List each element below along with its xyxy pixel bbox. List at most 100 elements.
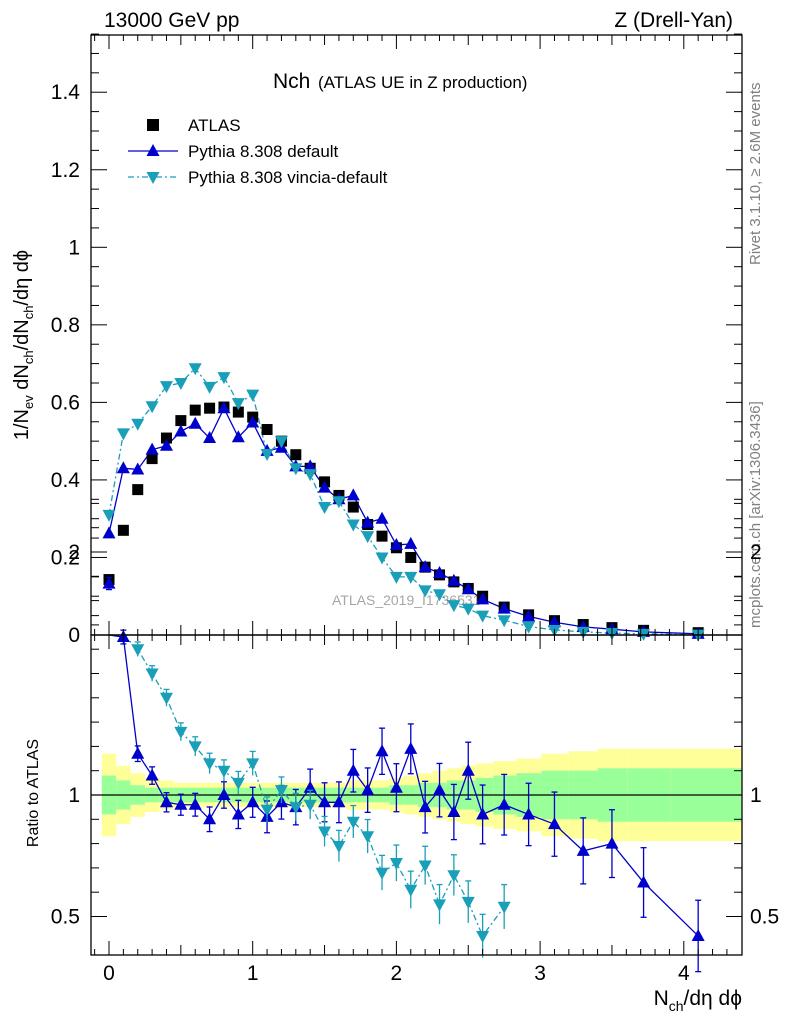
- legend-marker-vincia: [146, 172, 160, 184]
- data-point-vincia: [174, 377, 188, 390]
- ratio-y-tick-label: 1: [68, 784, 80, 807]
- ratio-point-default: [102, 576, 116, 589]
- data-point-vincia: [203, 381, 217, 394]
- data-point-default: [375, 511, 389, 524]
- data-point-vincia: [131, 418, 145, 431]
- ratio-point-vincia: [461, 896, 475, 909]
- chart-title-main: Nch: [273, 70, 310, 93]
- legend-marker-atlas: [147, 119, 159, 131]
- data-point-default: [217, 401, 231, 414]
- data-point-default: [102, 526, 116, 539]
- data-point-default: [547, 615, 561, 628]
- ratio-point-vincia: [476, 930, 490, 943]
- ratio-point-vincia: [418, 860, 432, 873]
- ratio-point-default: [203, 812, 217, 825]
- data-point-vincia: [246, 389, 260, 402]
- data-point-atlas: [376, 530, 388, 542]
- ratio-point-default: [361, 783, 375, 796]
- y-tick-label: 0: [68, 624, 80, 647]
- ratio-point-default: [303, 780, 317, 793]
- data-point-vincia: [433, 589, 447, 602]
- ratio-point-default: [174, 797, 188, 810]
- data-point-atlas: [175, 415, 187, 427]
- data-point-default: [116, 461, 130, 474]
- data-point-vincia: [361, 531, 375, 544]
- y-tick-label: 0.6: [51, 391, 80, 414]
- data-point-vincia: [476, 610, 490, 623]
- ratio-point-vincia: [289, 802, 303, 815]
- data-point-atlas: [261, 424, 273, 436]
- data-point-default: [231, 430, 245, 443]
- ratio-point-vincia: [389, 858, 403, 871]
- data-point-default: [203, 431, 217, 444]
- x-tick-label: 3: [534, 962, 546, 985]
- data-point-vincia: [461, 603, 475, 616]
- data-point-vincia: [375, 552, 389, 565]
- ratio-y-tick-label-right: 0.5: [750, 906, 779, 929]
- ratio-point-vincia: [318, 826, 332, 839]
- series-line-vincia: [108, 367, 699, 636]
- data-point-default: [346, 488, 360, 501]
- ratio-point-default: [547, 817, 561, 830]
- ratio-point-vincia: [497, 901, 511, 914]
- data-point-vincia: [497, 615, 511, 628]
- data-point-default: [497, 601, 511, 614]
- x-tick-label: 1: [247, 962, 259, 985]
- legend-label: Pythia 8.308 default: [188, 142, 339, 161]
- data-point-default: [476, 592, 490, 605]
- legend-marker-default: [146, 144, 160, 156]
- ratio-line-vincia: [109, 634, 505, 938]
- x-axis-label: Nch/dη dϕ: [654, 987, 742, 1014]
- data-point-default: [433, 565, 447, 578]
- ratio-point-vincia: [131, 644, 145, 657]
- rivet-label: Rivet 3.1.10, ≥ 2.6M events: [747, 83, 764, 266]
- ratio-point-default: [231, 807, 245, 820]
- data-point-atlas: [160, 432, 172, 444]
- data-point-atlas: [189, 404, 201, 416]
- y-tick-label: 0.8: [51, 314, 80, 337]
- ratio-point-default: [131, 746, 145, 759]
- data-point-vincia: [102, 509, 116, 522]
- data-point-vincia: [116, 428, 130, 441]
- ratio-point-vincia: [433, 899, 447, 912]
- ratio-y-tick-label: 0.5: [51, 906, 80, 929]
- ratio-point-vincia: [346, 816, 360, 829]
- data-point-vincia: [303, 469, 317, 482]
- data-point-atlas: [132, 484, 144, 496]
- data-point-vincia: [346, 519, 360, 532]
- ratio-point-default: [188, 797, 202, 810]
- ratio-point-vincia: [188, 741, 202, 754]
- y-axis-label-ratio: Ratio to ATLAS: [25, 739, 42, 847]
- data-point-vincia: [289, 463, 303, 476]
- data-point-vincia: [145, 401, 159, 414]
- ratio-line-default: [108, 634, 699, 937]
- data-point-vincia: [274, 436, 288, 449]
- ratio-point-vincia: [375, 867, 389, 880]
- ratio-point-default: [145, 768, 159, 781]
- ratio-point-default: [389, 780, 403, 793]
- ratio-point-default: [497, 797, 511, 810]
- chart-title-sub: (ATLAS UE in Z production): [318, 73, 527, 92]
- data-point-default: [145, 442, 159, 455]
- data-point-vincia: [447, 600, 461, 613]
- y-tick-label: 1: [68, 236, 80, 259]
- x-tick-label: 2: [391, 962, 403, 985]
- ratio-point-default: [576, 843, 590, 856]
- header-right: Z (Drell-Yan): [614, 9, 733, 32]
- data-point-default: [131, 462, 145, 475]
- ratio-point-default: [375, 744, 389, 757]
- data-point-vincia: [260, 448, 274, 461]
- ratio-point-vincia: [174, 726, 188, 739]
- y-tick-label: 1.4: [51, 81, 81, 104]
- ratio-point-vincia: [145, 668, 159, 681]
- series-line-default: [108, 406, 699, 635]
- ratio-point-default: [246, 795, 260, 808]
- legend-label: Pythia 8.308 vincia-default: [188, 168, 388, 187]
- ratio-point-vincia: [203, 758, 217, 771]
- ratio-point-vincia: [231, 777, 245, 790]
- ratio-point-default: [418, 800, 432, 813]
- data-point-vincia: [217, 372, 231, 385]
- y-tick-label: 1.2: [51, 159, 80, 182]
- ratio-point-default: [346, 763, 360, 776]
